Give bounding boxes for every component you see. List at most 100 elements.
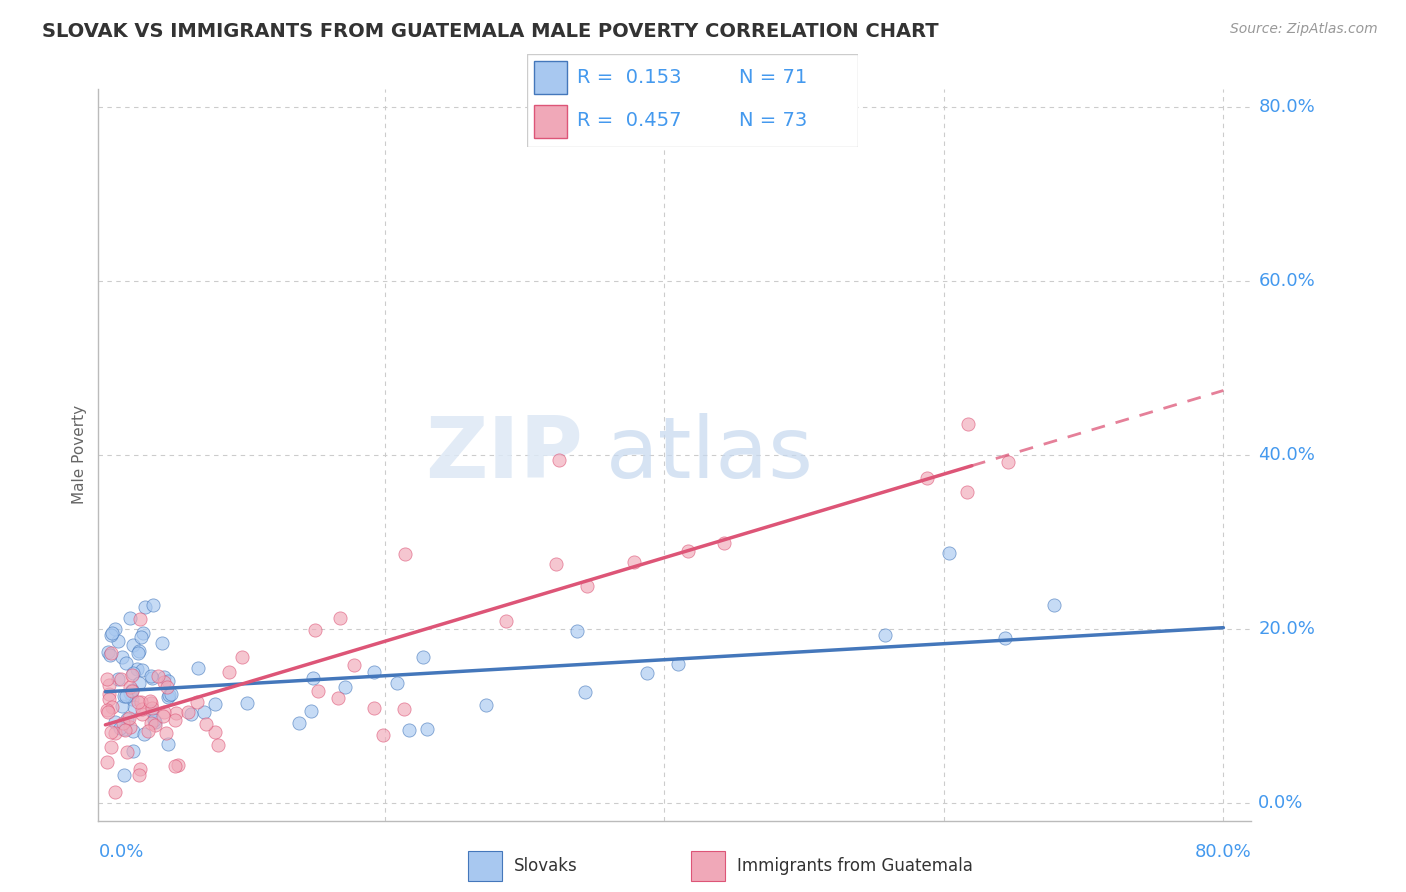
Point	[157, 674, 180, 689]
Point	[128, 676, 150, 690]
Point	[204, 724, 226, 739]
Point	[329, 611, 352, 625]
Point	[623, 555, 645, 569]
Point	[307, 684, 329, 698]
Point	[108, 721, 131, 735]
Point	[100, 646, 122, 660]
Point	[121, 683, 143, 698]
Point	[412, 650, 434, 665]
Point	[139, 694, 162, 708]
Point	[956, 485, 979, 500]
Point	[142, 598, 165, 612]
Point	[155, 725, 177, 739]
Point	[98, 857, 121, 871]
Point	[122, 699, 145, 714]
Point	[100, 625, 122, 640]
Point	[141, 701, 163, 715]
Point	[132, 727, 155, 741]
Text: 20.0%: 20.0%	[1258, 620, 1315, 638]
Text: 40.0%: 40.0%	[1258, 446, 1315, 464]
Point	[398, 723, 420, 737]
Point	[152, 670, 174, 684]
Point	[301, 671, 323, 685]
Point	[163, 759, 186, 773]
Point	[231, 649, 253, 664]
Point	[394, 702, 416, 716]
Point	[156, 681, 179, 695]
Text: 0.0%: 0.0%	[98, 843, 143, 861]
Point	[548, 453, 571, 467]
Point	[139, 669, 162, 683]
Point	[143, 714, 166, 729]
Point	[112, 722, 135, 736]
Point	[166, 758, 188, 772]
Point	[107, 634, 129, 648]
FancyBboxPatch shape	[527, 54, 858, 147]
Point	[100, 699, 122, 714]
Point	[118, 680, 141, 694]
Point	[100, 628, 122, 642]
Point	[160, 687, 183, 701]
Point	[873, 628, 896, 642]
Point	[112, 689, 135, 703]
Point	[152, 709, 174, 723]
Point	[165, 706, 187, 720]
Point	[713, 536, 735, 550]
Point	[96, 703, 118, 717]
Point	[127, 663, 149, 677]
Point	[117, 712, 139, 726]
Point	[186, 695, 208, 709]
Point	[394, 547, 416, 561]
Point	[676, 544, 699, 558]
Point	[131, 707, 153, 722]
Text: 80.0%: 80.0%	[1195, 843, 1251, 861]
Point	[134, 599, 156, 614]
Point	[121, 684, 143, 698]
Point	[304, 623, 326, 637]
Point	[121, 668, 143, 682]
Text: Immigrants from Guatemala: Immigrants from Guatemala	[737, 857, 973, 875]
Point	[218, 665, 240, 679]
Point	[141, 715, 163, 730]
Point	[131, 626, 153, 640]
Point	[129, 762, 152, 776]
Point	[938, 546, 960, 560]
Point	[235, 696, 257, 710]
Point	[994, 631, 1017, 645]
Point	[129, 630, 152, 644]
Point	[98, 648, 121, 662]
Point	[131, 701, 153, 715]
Point	[917, 471, 939, 485]
Point	[117, 711, 139, 725]
Point	[141, 671, 163, 685]
Point	[115, 689, 138, 703]
Text: R =  0.153: R = 0.153	[576, 68, 682, 87]
Point	[565, 624, 588, 638]
Point	[118, 720, 141, 734]
Point	[111, 716, 134, 731]
Text: SLOVAK VS IMMIGRANTS FROM GUATEMALA MALE POVERTY CORRELATION CHART: SLOVAK VS IMMIGRANTS FROM GUATEMALA MALE…	[42, 22, 939, 41]
Point	[98, 687, 121, 701]
Point	[97, 645, 120, 659]
Point	[187, 661, 209, 675]
FancyBboxPatch shape	[534, 61, 567, 94]
Point	[104, 784, 127, 798]
Y-axis label: Male Poverty: Male Poverty	[72, 405, 87, 505]
Point	[98, 678, 121, 692]
Point	[115, 745, 138, 759]
Point	[153, 675, 176, 690]
Point	[165, 713, 187, 727]
Point	[387, 676, 409, 690]
Text: N = 73: N = 73	[738, 112, 807, 130]
Point	[104, 714, 127, 729]
Point	[104, 622, 127, 636]
Text: 0.0%: 0.0%	[1258, 794, 1303, 813]
Point	[129, 611, 152, 625]
Point	[148, 669, 170, 683]
Point	[127, 695, 149, 709]
Point	[363, 701, 385, 715]
Point	[666, 657, 689, 672]
Point	[145, 718, 167, 732]
Point	[96, 755, 118, 769]
Point	[96, 673, 118, 687]
